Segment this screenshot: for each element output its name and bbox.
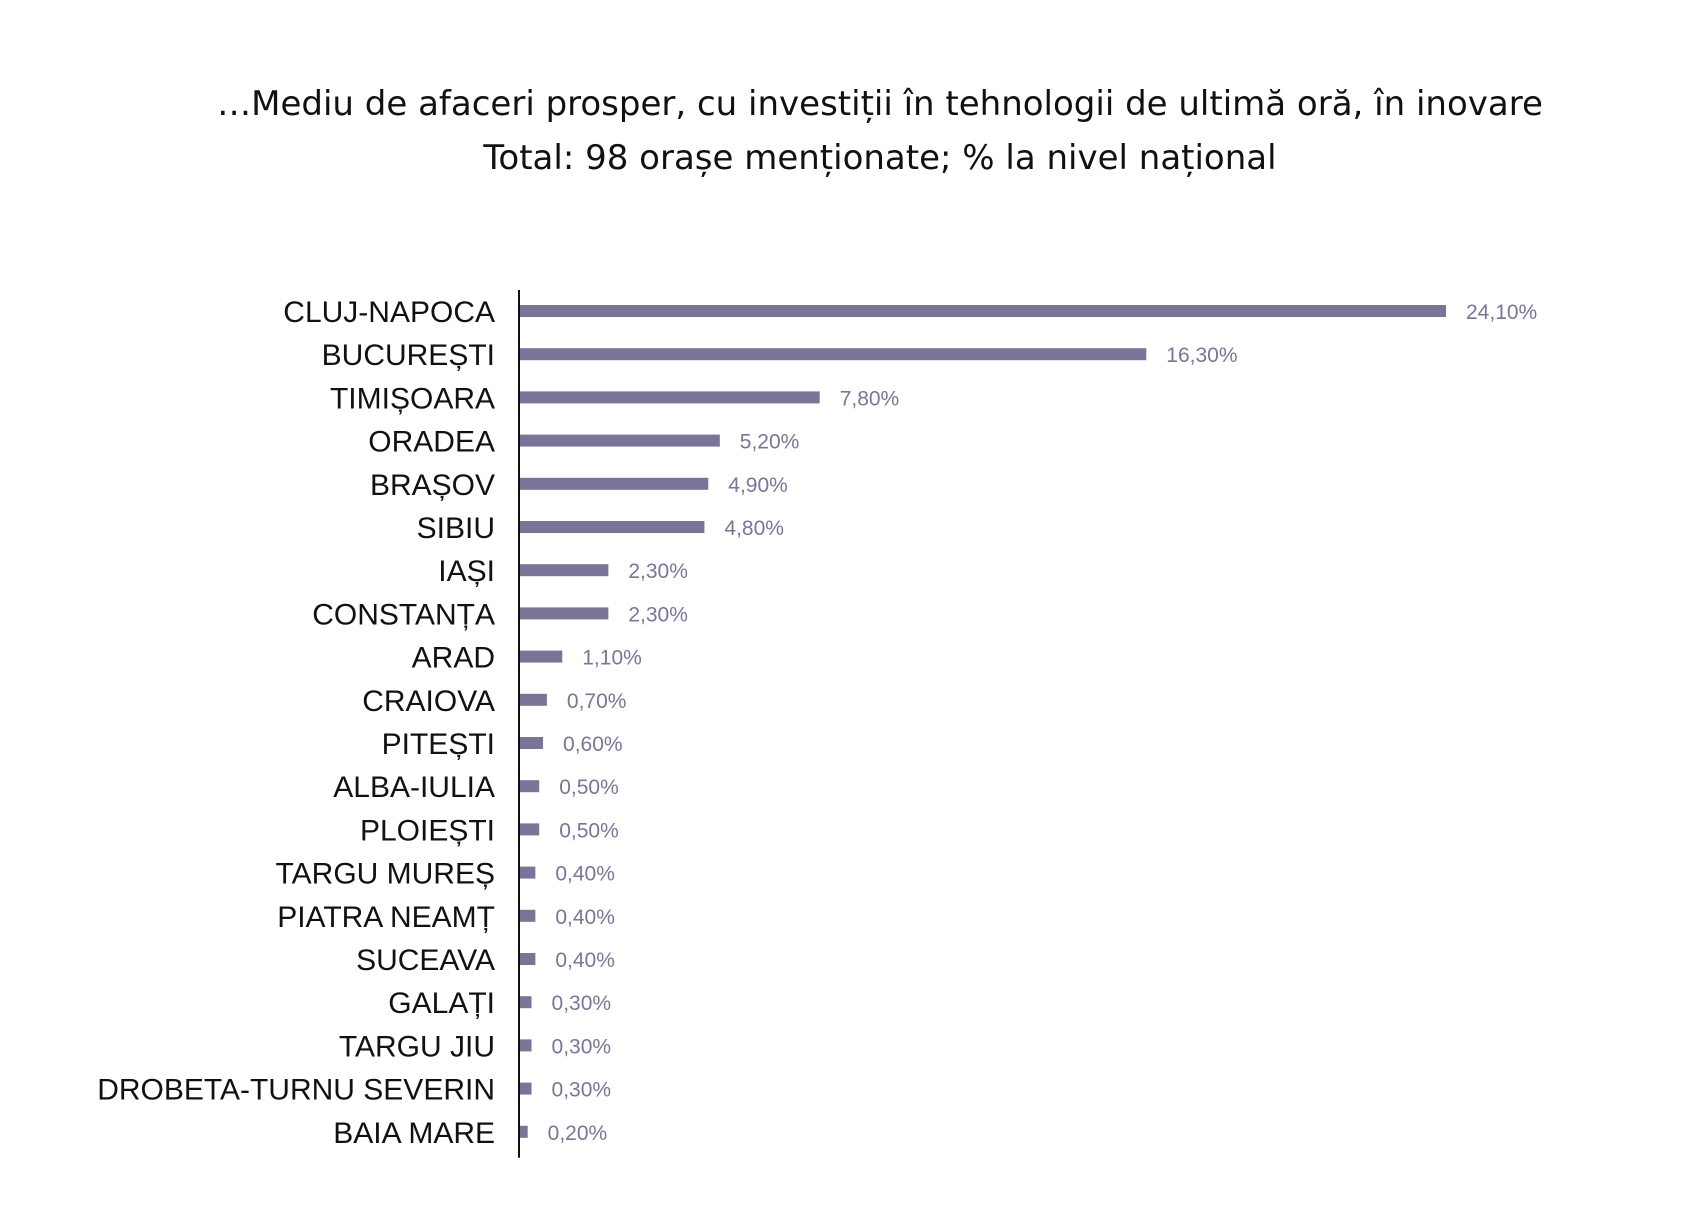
value-label: 0,60% xyxy=(563,733,623,756)
category-label: GALAȚI xyxy=(388,987,495,1020)
bar xyxy=(520,866,536,879)
bar xyxy=(520,737,544,749)
value-label: 0,40% xyxy=(555,949,615,972)
value-label: 0,30% xyxy=(552,992,612,1015)
value-label: 4,80% xyxy=(724,517,784,540)
category-label: SIBIU xyxy=(417,512,495,545)
value-label: 0,40% xyxy=(555,863,615,886)
category-label: PIATRA NEAMȚ xyxy=(277,901,495,934)
bar xyxy=(520,391,820,404)
bar xyxy=(520,521,705,533)
chart-subtitle: Total: 98 orașe menționate; % la nivel n… xyxy=(483,138,1277,178)
category-label: CRAIOVA xyxy=(362,685,495,718)
bar xyxy=(520,996,532,1009)
value-label: 0,40% xyxy=(555,906,615,929)
category-label: BUCUREȘTI xyxy=(322,339,495,372)
category-label: ORADEA xyxy=(368,426,495,459)
category-label: TIMIȘOARA xyxy=(330,382,495,415)
category-label: TARGU JIU xyxy=(339,1030,495,1063)
category-label: CONSTANȚA xyxy=(312,598,495,631)
value-label: 0,50% xyxy=(559,819,619,842)
bar xyxy=(520,348,1147,361)
bar xyxy=(520,305,1446,317)
bar xyxy=(520,477,709,490)
bar xyxy=(520,1082,532,1095)
value-label: 0,50% xyxy=(559,776,619,799)
value-label: 5,20% xyxy=(740,431,800,454)
chart-title: …Mediu de afaceri prosper, cu investiții… xyxy=(217,84,1543,124)
category-label: ARAD xyxy=(412,642,495,675)
category-label: PITEȘTI xyxy=(382,728,495,761)
bar xyxy=(520,607,609,620)
bar xyxy=(520,434,720,447)
bar xyxy=(520,953,536,965)
category-label: TARGU MUREȘ xyxy=(276,858,495,891)
value-label: 16,30% xyxy=(1166,344,1237,367)
category-label: ALBA-IULIA xyxy=(333,771,495,804)
value-label: 7,80% xyxy=(840,387,900,410)
value-label: 0,30% xyxy=(552,1079,612,1102)
bar xyxy=(520,564,609,577)
category-label: BRAȘOV xyxy=(370,469,495,502)
value-label: 2,30% xyxy=(628,560,688,583)
category-label: IAȘI xyxy=(438,555,495,588)
bar xyxy=(520,1125,528,1138)
value-label: 0,30% xyxy=(552,1035,612,1058)
bar xyxy=(520,650,563,663)
category-label: DROBETA-TURNU SEVERIN xyxy=(97,1074,495,1107)
value-label: 2,30% xyxy=(628,603,688,626)
value-label: 1,10% xyxy=(582,647,642,670)
bar xyxy=(520,909,536,922)
category-label: SUCEAVA xyxy=(356,944,495,977)
category-label: CLUJ-NAPOCA xyxy=(283,296,495,329)
bar xyxy=(520,1039,532,1052)
value-label: 4,90% xyxy=(728,474,788,497)
value-label: 24,10% xyxy=(1466,301,1537,324)
category-label: BAIA MARE xyxy=(333,1117,495,1150)
value-label: 0,70% xyxy=(567,690,627,713)
category-label: PLOIEȘTI xyxy=(360,814,495,847)
bar xyxy=(520,780,540,793)
bar xyxy=(520,823,540,836)
value-label: 0,20% xyxy=(548,1122,608,1145)
bar xyxy=(520,693,547,706)
